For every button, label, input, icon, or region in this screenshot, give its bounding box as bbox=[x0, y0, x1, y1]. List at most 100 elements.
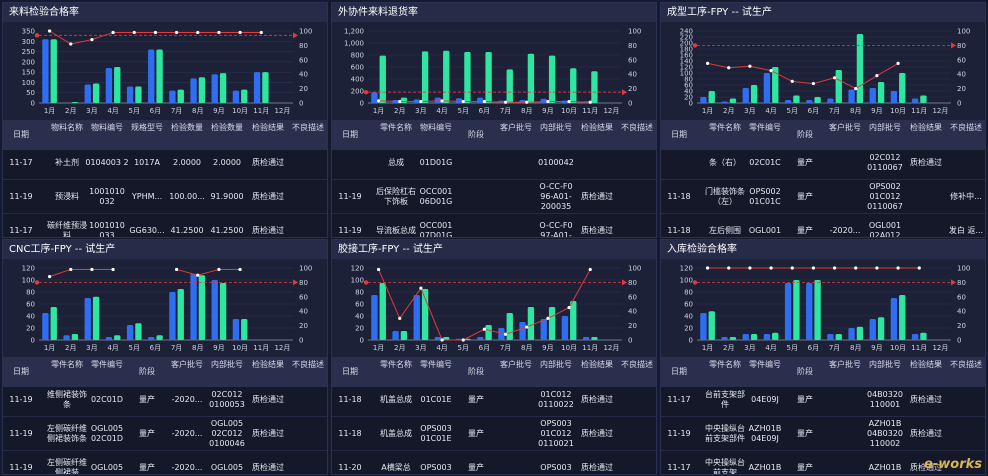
column-header: 日期 bbox=[342, 367, 358, 376]
table-cell bbox=[823, 150, 867, 180]
table-row[interactable]: 11-20 A横梁总 OPS003 量产 OPS003 质检通过 bbox=[332, 451, 656, 474]
rate-line bbox=[176, 268, 241, 276]
panel-warehouse-inspection: 入库检验合格率 0 20 40 60 80 100 120 0 20 40 60 80 100 1月 2月 3月… bbox=[660, 239, 986, 475]
bar bbox=[848, 89, 855, 103]
table-body[interactable]: 条（右） 02C01C 量产 02C012 0110067 质检通过 11-18 门槛装饰条… bbox=[661, 150, 985, 237]
y-right-tick-label: 100 bbox=[628, 265, 641, 273]
column-header: 客户批号 bbox=[171, 360, 203, 369]
table-body[interactable]: 11-18 机盖总成 01C01E 量产 01C012 0110022 质检通过 11-18… bbox=[332, 387, 656, 474]
bar bbox=[241, 319, 248, 340]
table-body[interactable]: 11-17 补土剂 0104003 2 1017A 2.0000 2.0000 质检通过 11… bbox=[3, 150, 327, 237]
table-body[interactable]: 总成 01D01G 0100042 11-19 后保险杠右下饰板 OCC001 06D01… bbox=[332, 150, 656, 237]
column-header: 零件名称 bbox=[380, 360, 412, 369]
table-row[interactable]: 11-19 后保险杠右下饰板 OCC001 06D01G O-CC-F0 96-A01… bbox=[332, 180, 656, 214]
y-right-tick-label: 0 bbox=[628, 100, 632, 108]
bar bbox=[232, 319, 240, 340]
column-header: 零件名称 bbox=[709, 360, 741, 369]
table-row[interactable]: 11-17 补土剂 0104003 2 1017A 2.0000 2.0000 质检通过 bbox=[3, 150, 327, 180]
table-row[interactable]: 11-18 机盖总成 01C01E 量产 01C012 0110022 质检通过 bbox=[332, 387, 656, 417]
bar bbox=[413, 295, 420, 340]
table-header: 日期 零件名称 零件编号 阶段 客户批号 内部批号 检验结果 不良描述 bbox=[332, 357, 656, 387]
table-cell: 11-19 bbox=[332, 180, 372, 214]
table-cell bbox=[944, 150, 985, 180]
cell-text: 11-19 bbox=[9, 192, 33, 201]
x-tick-label: 3月 bbox=[744, 107, 755, 115]
y-right-tick-label: 0 bbox=[299, 337, 303, 345]
x-tick-label: 10月 bbox=[232, 344, 248, 352]
table-row[interactable]: 11-19 左侧碳纤维侧裙装 OGL005 量产 -2020... OGL005 质检通过 bbox=[3, 451, 327, 474]
cell-text: 量产 bbox=[468, 429, 484, 438]
bar bbox=[920, 95, 927, 103]
y-right-tick-label: 80 bbox=[957, 279, 966, 287]
table-row[interactable]: 11-17 中央操纵台前支架 AZH01B 量产 AZH01B 质检通过 bbox=[661, 451, 985, 474]
table-body[interactable]: 11-19 维侧裙装饰条 02C01D 量产 -2020... 02C012 010005… bbox=[3, 387, 327, 474]
table-row[interactable]: 11-18 左后侧围 OGL001 量产 -2020... OGL001 02A012 发白… bbox=[661, 214, 985, 237]
rate-point bbox=[259, 30, 263, 35]
cell-text: OGL005 02C01D bbox=[90, 424, 124, 443]
table-cell bbox=[494, 387, 538, 417]
table-row[interactable]: 11-19 维侧裙装饰条 02C01D 量产 -2020... 02C012 010005… bbox=[3, 387, 327, 417]
table-cell: OPS003 01C01E bbox=[414, 417, 458, 451]
table-row[interactable]: 11-19 左侧碳纤维侧裙装饰条 OGL005 02C01D 量产 -2020... OG… bbox=[3, 417, 327, 451]
cell-text: 11-17 bbox=[667, 463, 691, 472]
column-header: 阶段 bbox=[468, 130, 484, 139]
bar bbox=[763, 334, 771, 340]
cell-text: 11-19 bbox=[9, 395, 33, 404]
cell-text: 11-19 bbox=[9, 429, 33, 438]
y-left-tick-label: 40 bbox=[26, 313, 35, 321]
column-header: 日期 bbox=[671, 130, 687, 139]
column-header: 客户批号 bbox=[829, 123, 861, 132]
cell-text: 91.9000 bbox=[210, 192, 244, 201]
rate-point bbox=[769, 266, 773, 270]
bar bbox=[400, 97, 408, 103]
table-cell: 质检通过 bbox=[246, 214, 290, 237]
cell-text: OPS003 01C01E bbox=[420, 424, 452, 443]
table-row[interactable]: 11-18 机盖总成 OPS003 01C01E 量产 OPS003 01C012 01… bbox=[332, 417, 656, 451]
table-row[interactable]: 总成 01D01G 0100042 bbox=[332, 150, 656, 180]
y-left-tick-label: 80 bbox=[26, 289, 35, 297]
y-left-tick-label: 60 bbox=[684, 82, 693, 90]
y-left-tick-label: 800 bbox=[351, 52, 364, 60]
table-row[interactable]: 11-18 门槛装饰条（左） OPS002 01C01C 量产 OPS002 01C01… bbox=[661, 180, 985, 214]
table-row[interactable]: 条（右） 02C01C 量产 02C012 0110067 质检通过 bbox=[661, 150, 985, 180]
bar bbox=[177, 289, 184, 340]
table-row[interactable]: 11-19 导流板总成 OCC001 07D01G O-CC-F0 97-A01- 质检… bbox=[332, 214, 656, 237]
rate-point bbox=[238, 267, 242, 272]
bar bbox=[911, 98, 919, 103]
table-row[interactable]: 11-17 台前支架部件 04E09J 量产 04B0320 110001 质检通过 bbox=[661, 387, 985, 417]
y-right-tick-label: 60 bbox=[299, 293, 308, 301]
bar bbox=[477, 337, 484, 340]
cell-text: 量产 bbox=[797, 395, 813, 404]
cell-text: 11-17 bbox=[9, 158, 33, 167]
cell-text: 量产 bbox=[797, 158, 813, 167]
bar bbox=[42, 313, 49, 340]
rate-point bbox=[854, 87, 858, 91]
cell-text: 质检通过 bbox=[581, 395, 613, 404]
cell-text: 补土剂 bbox=[55, 158, 79, 167]
x-tick-label: 12月 bbox=[932, 107, 948, 115]
y-right-tick-label: 100 bbox=[628, 28, 641, 36]
x-tick-label: 6月 bbox=[479, 344, 490, 352]
table-row[interactable]: 11-17 碳纤维预浸料 1001010 033 GG630... 41.2500 41.… bbox=[3, 214, 327, 237]
bar bbox=[84, 84, 91, 103]
table-cell bbox=[823, 180, 867, 214]
x-tick-label: 7月 bbox=[171, 344, 182, 352]
bar bbox=[869, 88, 876, 103]
cell-text: OPS002 01C01C bbox=[749, 187, 781, 206]
table-cell: 量产 bbox=[783, 150, 827, 180]
x-tick-label: 5月 bbox=[458, 107, 469, 115]
bar bbox=[582, 337, 590, 340]
rate-point bbox=[47, 275, 52, 279]
y-left-tick-label: 200 bbox=[680, 40, 693, 48]
x-tick-label: 11月 bbox=[253, 107, 269, 115]
table-row[interactable]: 11-19 预浸料 1001010 032 YPHM... 100.00... 91.90… bbox=[3, 180, 327, 214]
bar bbox=[827, 98, 834, 103]
bar bbox=[434, 97, 442, 103]
table-row[interactable]: 11-19 中央操纵台前支架部件 AZH01B 04E09J 量产 AZH01B 04B… bbox=[661, 417, 985, 451]
table-body[interactable]: 11-17 台前支架部件 04E09J 量产 04B0320 110001 质检通过 11-… bbox=[661, 387, 985, 474]
cell-text: OPS003 bbox=[540, 463, 572, 472]
table-cell: AZH01B 04B0320 110002 bbox=[863, 417, 907, 451]
x-tick-label: 2月 bbox=[723, 107, 734, 115]
column-header: 阶段 bbox=[468, 367, 484, 376]
table-cell bbox=[904, 180, 948, 214]
